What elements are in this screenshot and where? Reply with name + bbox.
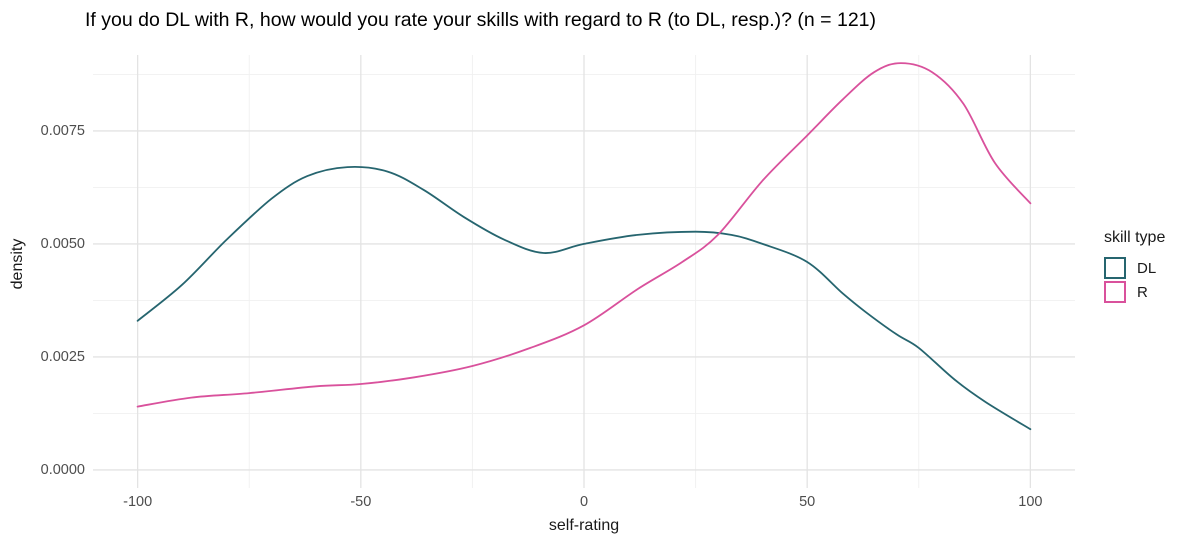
- y-tick-label: 0.0050: [40, 235, 85, 252]
- plot-title: If you do DL with R, how would you rate …: [85, 9, 876, 31]
- legend-title: skill type: [1104, 229, 1166, 246]
- y-tick-label: 0.0025: [40, 348, 85, 365]
- legend-item-dl: DL: [1104, 256, 1165, 280]
- density-curve-dl: [136, 166, 1032, 431]
- x-tick-label: 0: [579, 494, 589, 510]
- r-key-swatch: [1104, 281, 1126, 303]
- x-tick-label: 100: [1018, 494, 1043, 510]
- legend-label-r: R: [1137, 283, 1148, 301]
- legend: skill type DL R: [1104, 229, 1165, 304]
- x-tick-label: -50: [350, 494, 372, 510]
- x-tick-label: -100: [123, 494, 153, 510]
- y-tick-label: 0.0075: [40, 122, 85, 139]
- x-axis-title: self-rating: [548, 517, 620, 534]
- y-tick-label: 0.0000: [40, 461, 85, 478]
- legend-item-r: R: [1104, 280, 1165, 304]
- x-tick-label: 50: [799, 494, 816, 510]
- legend-label-dl: DL: [1137, 259, 1157, 277]
- density-curve-r: [136, 62, 1032, 408]
- dl-key-swatch: [1104, 257, 1126, 279]
- density-curves: [136, 62, 1032, 431]
- major-gridlines: [93, 55, 1075, 488]
